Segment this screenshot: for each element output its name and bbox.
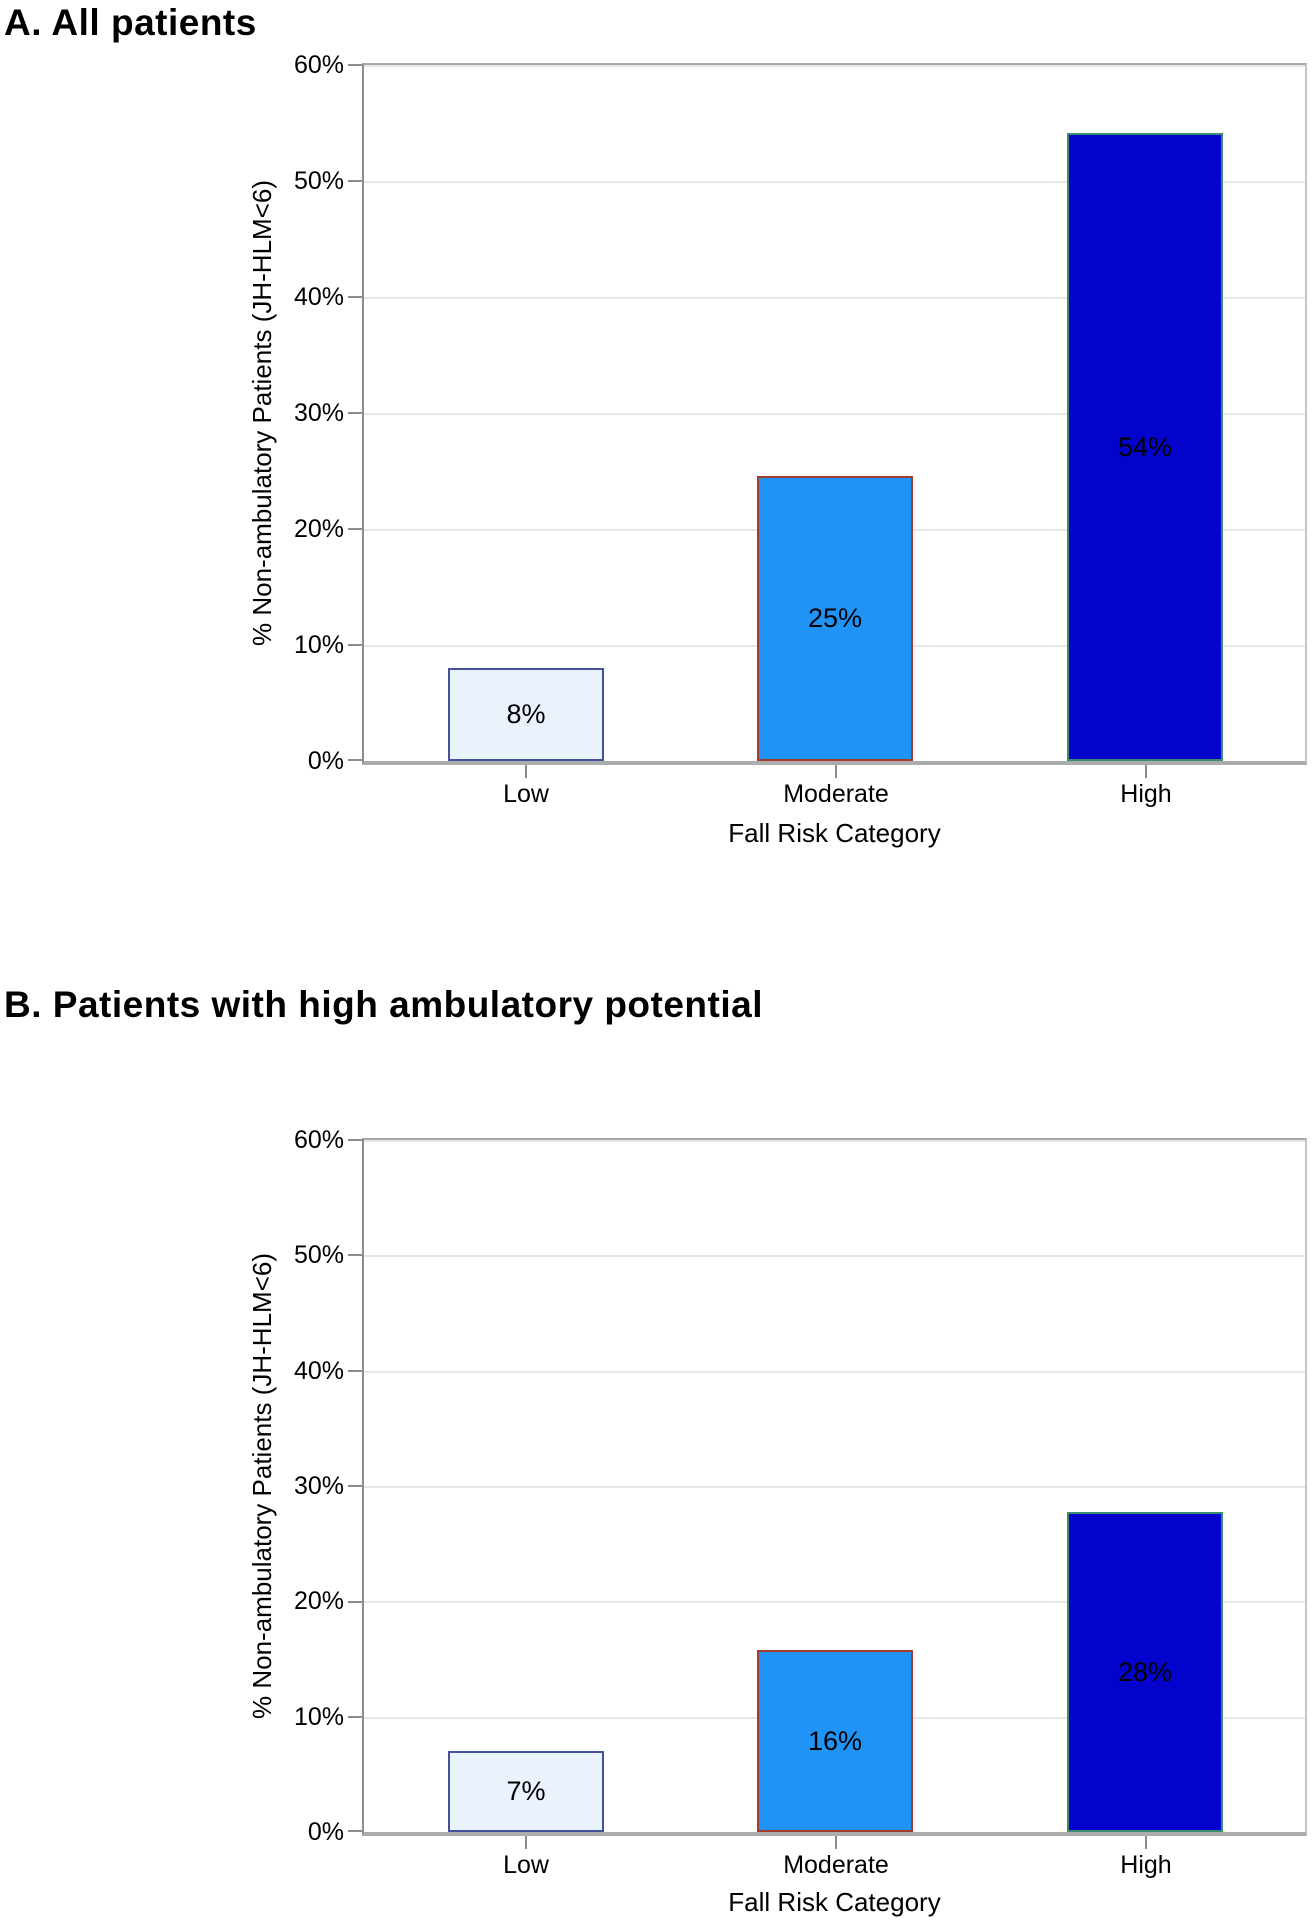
gridline — [364, 1486, 1305, 1488]
panel-b-cat-low: Low — [503, 1851, 549, 1879]
gridline — [364, 296, 1305, 299]
panel-a-cat-high: High — [1120, 780, 1172, 808]
gridline — [364, 1255, 1305, 1258]
panel-a-ytick-0: 0% — [307, 747, 344, 775]
panel-b-ytick-40: 40% — [293, 1357, 344, 1385]
tick-mark — [348, 412, 362, 414]
panel-a-cat-moderate: Moderate — [783, 780, 889, 808]
gridline — [364, 413, 1305, 415]
bar-value-label: 28% — [1117, 1656, 1173, 1687]
panel-a-ytick-10: 10% — [293, 631, 344, 659]
bar-value-label: 7% — [506, 1776, 546, 1807]
panel-b-ytick-30: 30% — [293, 1472, 344, 1500]
tick-mark — [835, 1836, 837, 1849]
bar-value-label: 54% — [1117, 431, 1173, 462]
panel-b-ytick-20: 20% — [293, 1587, 344, 1615]
panel-b-plot-area: 7% 16% 28% — [362, 1138, 1307, 1836]
tick-mark — [525, 765, 527, 778]
tick-mark — [348, 296, 362, 298]
gridline — [364, 181, 1305, 184]
gridline — [364, 1370, 1305, 1373]
gridline — [364, 1140, 1305, 1142]
panel-a-cat-low: Low — [503, 780, 549, 808]
bar-value-label: 8% — [506, 699, 546, 730]
panel-a-ytick-20: 20% — [293, 515, 344, 543]
tick-mark — [835, 765, 837, 778]
panel-b-cat-high: High — [1120, 1851, 1172, 1879]
tick-mark — [1145, 765, 1147, 778]
tick-mark — [348, 759, 362, 761]
panel-b-ytick-0: 0% — [307, 1818, 344, 1846]
tick-mark — [348, 644, 362, 646]
panel-a-bar-moderate: 25% — [757, 475, 913, 761]
tick-mark — [348, 1139, 362, 1141]
panel-b-ytick-60: 60% — [293, 1126, 344, 1154]
panel-a-ytick-30: 30% — [293, 399, 344, 427]
panel-a-ytick-40: 40% — [293, 283, 344, 311]
gridline — [364, 65, 1305, 67]
tick-mark — [348, 1716, 362, 1718]
gridline — [364, 1601, 1305, 1604]
panel-b-cat-moderate: Moderate — [783, 1851, 889, 1879]
tick-mark — [348, 1601, 362, 1603]
panel-b-bar-high: 28% — [1067, 1512, 1223, 1832]
bar-value-label: 16% — [807, 1725, 863, 1756]
panel-a-x-axis-title: Fall Risk Category — [728, 818, 941, 848]
tick-mark — [1145, 1836, 1147, 1849]
panel-b-ytick-10: 10% — [293, 1703, 344, 1731]
tick-mark — [348, 528, 362, 530]
panel-b-x-axis-title: Fall Risk Category — [728, 1887, 941, 1917]
panel-a-bar-high: 54% — [1067, 133, 1223, 761]
tick-mark — [348, 1370, 362, 1372]
tick-mark — [348, 180, 362, 182]
tick-mark — [348, 1254, 362, 1256]
tick-mark — [348, 1830, 362, 1832]
tick-mark — [525, 1836, 527, 1849]
panel-b-title: B. Patients with high ambulatory potenti… — [4, 984, 763, 1025]
panel-a-bar-low: 8% — [448, 668, 604, 761]
panel-a-ytick-50: 50% — [293, 167, 344, 195]
panel-a-ytick-60: 60% — [293, 51, 344, 79]
panel-b-bar-low: 7% — [448, 1751, 604, 1832]
panel-a-plot-area: 8% 25% 54% — [362, 63, 1307, 765]
panel-b-ytick-50: 50% — [293, 1241, 344, 1269]
panel-b-bar-moderate: 16% — [757, 1650, 913, 1832]
tick-mark — [348, 64, 362, 66]
panel-a-title: A. All patients — [4, 2, 257, 43]
tick-mark — [348, 1485, 362, 1487]
bar-value-label: 25% — [807, 602, 863, 633]
